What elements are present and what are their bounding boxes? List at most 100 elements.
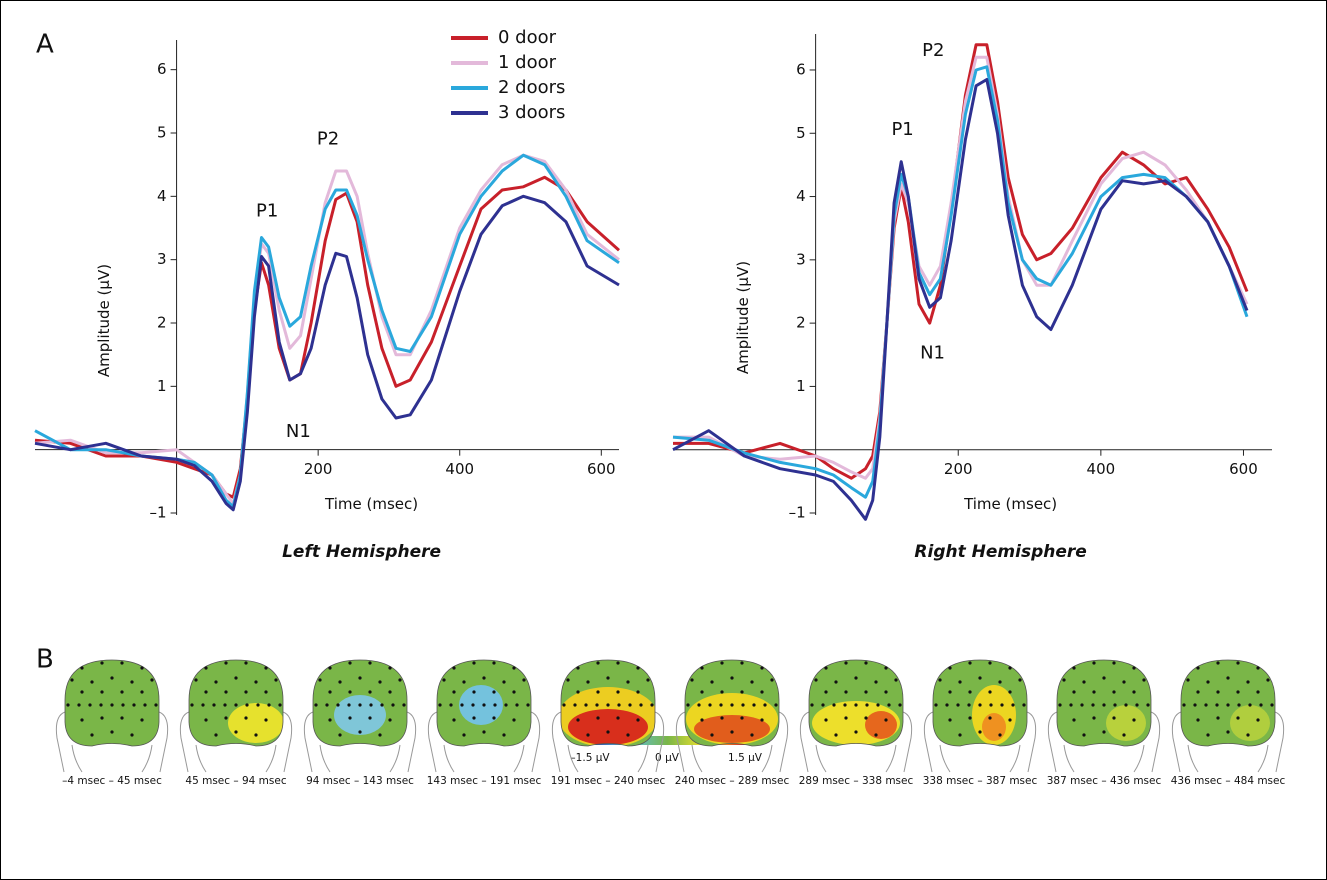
electrode: [720, 661, 724, 665]
heat-blob: [334, 695, 386, 735]
electrode: [700, 718, 704, 722]
electrode: [338, 680, 342, 684]
y-tick-label: –1: [789, 504, 806, 522]
electrode: [204, 666, 208, 670]
topomap: [303, 659, 417, 773]
electrode: [1082, 733, 1086, 737]
electrode: [368, 661, 372, 665]
topomap: [799, 659, 913, 773]
head-outline: [64, 659, 160, 747]
electrode: [1215, 703, 1219, 707]
electrode: [854, 676, 858, 680]
electrode: [710, 733, 714, 737]
y-tick-label: 2: [157, 314, 167, 332]
electrode: [502, 680, 506, 684]
electrode: [358, 730, 362, 734]
electrode: [267, 703, 271, 707]
electrode: [988, 690, 992, 694]
electrode: [492, 690, 496, 694]
electrode: [968, 716, 972, 720]
heat: [812, 701, 900, 745]
electrode: [730, 676, 734, 680]
electrode: [876, 703, 880, 707]
electrode: [821, 703, 825, 707]
heat-blob: [228, 703, 283, 743]
electrode: [626, 680, 630, 684]
electrode: [740, 716, 744, 720]
electrode: [566, 678, 570, 682]
panel-label: B: [36, 645, 54, 675]
panel-label: A: [36, 30, 54, 60]
chart-subtitle: Left Hemisphere: [282, 542, 441, 562]
electrode: [1018, 678, 1022, 682]
electrode: [99, 703, 103, 707]
topomap: [427, 659, 541, 773]
electrode: [460, 703, 464, 707]
electrode: [1226, 676, 1230, 680]
electrode: [1011, 703, 1015, 707]
electrode: [1196, 718, 1200, 722]
y-tick-label: –1: [150, 504, 167, 522]
electrode: [77, 703, 81, 707]
electrode: [452, 666, 456, 670]
electrode: [214, 733, 218, 737]
chart-subtitle: Right Hemisphere: [914, 542, 1086, 562]
electrode: [864, 716, 868, 720]
electrode: [515, 703, 519, 707]
head-outline: [188, 659, 284, 747]
topomap-label: 387 msec – 436 msec: [1047, 775, 1162, 787]
heat: [1106, 705, 1146, 741]
series-line: [672, 65, 1249, 499]
topomap-label: 45 msec – 94 msec: [185, 775, 286, 787]
electrode: [120, 661, 124, 665]
electrode: [256, 703, 260, 707]
electrode: [1256, 718, 1260, 722]
electrode: [898, 703, 902, 707]
colorbar-label: 0 µV: [655, 752, 680, 764]
topomap: [551, 659, 665, 773]
electrode: [1246, 733, 1250, 737]
topomap-label: 191 msec – 240 msec: [551, 775, 666, 787]
electrode: [1248, 703, 1252, 707]
electrode: [576, 718, 580, 722]
y-tick-label: 6: [157, 60, 167, 78]
topomap-label: 338 msec – 387 msec: [923, 775, 1038, 787]
electrode: [336, 703, 340, 707]
neck-outline: [427, 711, 541, 773]
electrode: [80, 666, 84, 670]
head-outline: [1056, 659, 1152, 747]
electrode: [1142, 678, 1146, 682]
electrode: [1058, 703, 1062, 707]
electrode: [1022, 703, 1026, 707]
electrode: [824, 690, 828, 694]
electrode: [449, 703, 453, 707]
electrode: [1113, 703, 1117, 707]
head-outline: [560, 659, 656, 747]
electrode: [245, 703, 249, 707]
electrode: [646, 678, 650, 682]
electrode: [1132, 666, 1136, 670]
neck-outline: [179, 711, 293, 773]
electrode: [194, 678, 198, 682]
topomap-label: –4 msec – 45 msec: [62, 775, 162, 787]
electrode: [130, 733, 134, 737]
electrode: [844, 690, 848, 694]
electrode: [132, 703, 136, 707]
electrode: [348, 690, 352, 694]
electrode: [1259, 703, 1263, 707]
electrode: [1092, 661, 1096, 665]
electrode: [1193, 703, 1197, 707]
annotation: P1: [256, 201, 278, 222]
annotation: N1: [920, 343, 945, 364]
electrode: [650, 703, 654, 707]
legend-label: 1 door: [498, 52, 557, 73]
electrode: [596, 690, 600, 694]
electrode: [843, 703, 847, 707]
electrode: [244, 661, 248, 665]
electrode: [1135, 703, 1139, 707]
electrode: [452, 718, 456, 722]
heat-blob: [1106, 705, 1146, 741]
series-line: [34, 194, 620, 512]
series-line: [673, 55, 1249, 480]
electrode: [884, 690, 888, 694]
